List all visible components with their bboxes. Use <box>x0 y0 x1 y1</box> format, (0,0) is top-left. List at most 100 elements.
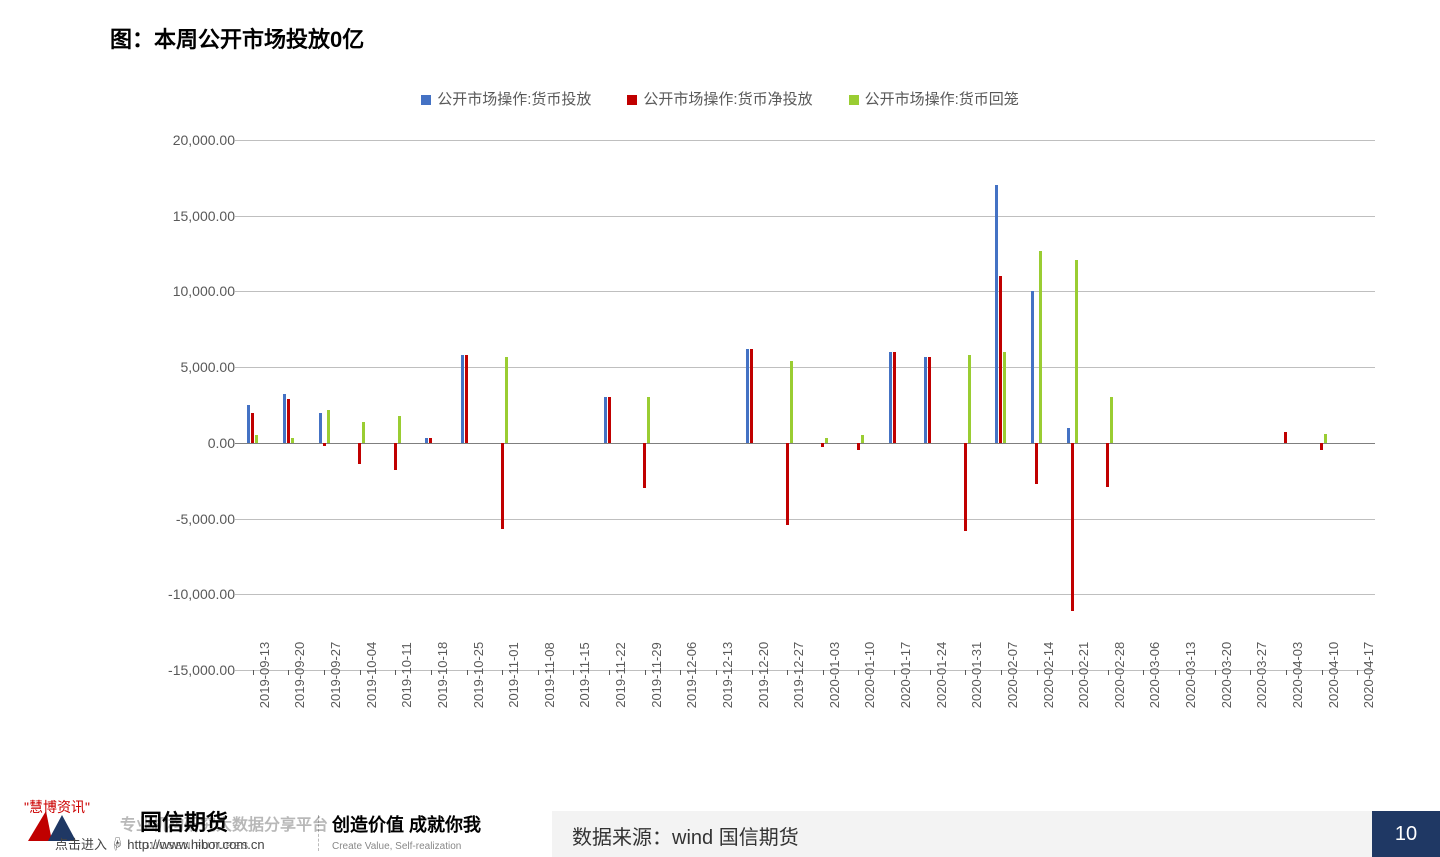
y-axis-label: 5,000.00 <box>135 359 235 375</box>
page-footer: "慧博资讯" 国信期货 GUOSEN FUTURES 创造价值 成就你我 Cre… <box>0 807 1440 857</box>
x-axis-label: 2020-02-28 <box>1112 642 1127 709</box>
x-tick-mark <box>538 670 539 675</box>
x-axis-label: 2019-10-04 <box>364 642 379 709</box>
bar <box>501 443 504 529</box>
x-axis-label: 2020-01-17 <box>898 642 913 709</box>
x-tick-mark <box>716 670 717 675</box>
x-axis-label: 2019-12-06 <box>684 642 699 709</box>
y-axis-label: -10,000.00 <box>135 586 235 602</box>
x-tick-mark <box>395 670 396 675</box>
bar <box>323 443 326 446</box>
x-tick-mark <box>858 670 859 675</box>
bar <box>358 443 361 464</box>
gridline <box>235 367 1375 368</box>
x-axis-label: 2019-11-22 <box>613 642 628 708</box>
x-tick-mark <box>1357 670 1358 675</box>
bar <box>327 410 330 443</box>
bar <box>857 443 860 451</box>
bar <box>928 357 931 443</box>
x-axis-label: 2019-09-13 <box>257 642 272 709</box>
x-tick-mark <box>1179 670 1180 675</box>
bar <box>398 416 401 443</box>
bar <box>461 355 464 443</box>
legend-item: 公开市场操作:货币净投放 <box>627 88 812 109</box>
x-axis-label: 2019-12-27 <box>791 642 806 709</box>
x-tick-mark <box>324 670 325 675</box>
bar <box>1075 260 1078 443</box>
x-axis-label: 2020-01-31 <box>969 642 984 709</box>
x-tick-mark <box>288 670 289 675</box>
x-axis-label: 2019-11-01 <box>506 642 521 708</box>
bar <box>505 357 508 443</box>
gridline <box>235 291 1375 292</box>
x-tick-mark <box>680 670 681 675</box>
x-axis-label: 2020-02-21 <box>1076 642 1091 709</box>
page-number: 10 <box>1372 811 1440 857</box>
bar <box>1003 352 1006 443</box>
bar <box>1284 432 1287 443</box>
bar <box>291 438 294 443</box>
chart-title: 图：本周公开市场投放0亿 <box>110 22 364 54</box>
bar <box>750 349 753 443</box>
watermark-link: 点击进入 ☟ http://www.hibor.com.cn <box>55 834 265 853</box>
bar <box>255 435 258 443</box>
x-axis-label: 2019-11-15 <box>577 642 592 708</box>
gridline <box>235 594 1375 595</box>
watermark-link-url: http://www.hibor.com.cn <box>127 837 264 852</box>
chart-area: -15,000.00-10,000.00-5,000.000.005,000.0… <box>155 130 1385 680</box>
x-tick-mark <box>253 670 254 675</box>
legend-label: 公开市场操作:货币回笼 <box>865 91 1019 108</box>
x-axis-label: 2019-12-13 <box>720 642 735 709</box>
bar <box>964 443 967 531</box>
gridline <box>235 216 1375 217</box>
x-tick-mark <box>823 670 824 675</box>
x-tick-mark <box>1108 670 1109 675</box>
bar <box>425 438 428 443</box>
x-axis-label: 2020-04-03 <box>1290 642 1305 709</box>
x-axis-label: 2020-01-03 <box>827 642 842 709</box>
x-tick-mark <box>1143 670 1144 675</box>
x-axis-label: 2019-09-20 <box>292 642 307 709</box>
bar <box>968 355 971 443</box>
footer-slogan-en: Create Value, Self-realization <box>332 841 461 852</box>
legend-swatch <box>849 95 859 105</box>
bar <box>319 413 322 443</box>
x-axis-label: 2020-03-13 <box>1183 642 1198 709</box>
bar <box>821 443 824 448</box>
bar <box>608 397 611 442</box>
chart-plot <box>235 140 1375 670</box>
legend-label: 公开市场操作:货币净投放 <box>643 91 812 108</box>
bar <box>643 443 646 488</box>
x-tick-mark <box>431 670 432 675</box>
legend-swatch <box>627 95 637 105</box>
x-tick-mark <box>573 670 574 675</box>
x-tick-mark <box>1250 670 1251 675</box>
bar <box>604 397 607 442</box>
bar <box>999 276 1002 443</box>
x-axis-label: 2020-03-27 <box>1254 642 1269 709</box>
legend-item: 公开市场操作:货币回笼 <box>849 88 1019 109</box>
bar <box>247 405 250 443</box>
bar <box>924 357 927 443</box>
y-axis-label: -5,000.00 <box>135 511 235 527</box>
x-tick-mark <box>360 670 361 675</box>
cursor-icon: ☟ <box>111 837 124 852</box>
bar <box>1071 443 1074 611</box>
x-tick-mark <box>1037 670 1038 675</box>
x-axis-label: 2020-03-06 <box>1147 642 1162 709</box>
watermark-link-prefix: 点击进入 <box>55 837 107 852</box>
bar <box>825 438 828 443</box>
legend-swatch <box>421 95 431 105</box>
x-axis-label: 2019-10-11 <box>399 642 414 708</box>
x-tick-mark <box>1286 670 1287 675</box>
y-axis-label: 15,000.00 <box>135 208 235 224</box>
gridline <box>235 443 1375 444</box>
x-tick-mark <box>894 670 895 675</box>
x-tick-mark <box>930 670 931 675</box>
x-tick-mark <box>1001 670 1002 675</box>
x-tick-mark <box>1072 670 1073 675</box>
x-tick-mark <box>502 670 503 675</box>
bar <box>1039 251 1042 443</box>
x-axis-label: 2020-01-10 <box>862 642 877 709</box>
y-axis-label: 10,000.00 <box>135 283 235 299</box>
